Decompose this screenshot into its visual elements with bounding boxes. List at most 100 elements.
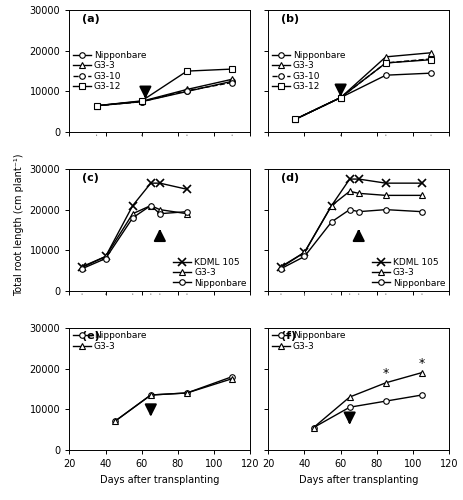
Nipponbare <box>184 390 190 396</box>
KDML 105 <box>79 264 85 270</box>
G3-3 <box>329 202 334 208</box>
G3-3 <box>383 192 388 198</box>
G3-12 <box>293 116 298 122</box>
Nipponbare <box>347 404 352 410</box>
G3-12 <box>94 102 100 108</box>
G3-3 <box>383 380 388 386</box>
G3-12 <box>428 56 434 62</box>
Line: Nipponbare: Nipponbare <box>278 207 425 272</box>
X-axis label: Days after transplanting: Days after transplanting <box>299 474 419 484</box>
Text: (f): (f) <box>281 332 296 342</box>
Nipponbare <box>148 202 154 208</box>
Nipponbare <box>130 215 136 221</box>
Nipponbare <box>293 116 298 122</box>
Nipponbare <box>184 88 190 94</box>
G3-3 <box>311 424 316 430</box>
Legend: Nipponbare, G3-3: Nipponbare, G3-3 <box>271 330 346 351</box>
Nipponbare <box>383 398 388 404</box>
Nipponbare <box>329 219 334 225</box>
Legend: KDML 105, G3-3, Nipponbare: KDML 105, G3-3, Nipponbare <box>371 257 446 288</box>
Nipponbare <box>419 208 425 214</box>
Nipponbare <box>338 94 344 100</box>
Line: G3-3: G3-3 <box>112 376 235 424</box>
KDML 105 <box>130 202 136 208</box>
G3-3 <box>148 202 154 208</box>
G3-10 <box>383 60 388 66</box>
Legend: KDML 105, G3-3, Nipponbare: KDML 105, G3-3, Nipponbare <box>172 257 248 288</box>
Legend: Nipponbare, G3-3, G3-10, G3-12: Nipponbare, G3-3, G3-10, G3-12 <box>271 50 346 92</box>
G3-3 <box>419 192 425 198</box>
Line: Nipponbare: Nipponbare <box>94 78 235 108</box>
G3-12 <box>184 68 190 74</box>
Nipponbare <box>94 102 100 108</box>
G3-3 <box>139 98 144 104</box>
X-axis label: Days after transplanting: Days after transplanting <box>100 474 219 484</box>
G3-3 <box>130 210 136 216</box>
Text: (a): (a) <box>82 14 100 24</box>
Nipponbare <box>383 206 388 212</box>
Text: (c): (c) <box>82 172 99 182</box>
Line: G3-3: G3-3 <box>278 188 425 270</box>
Line: G3-3: G3-3 <box>79 203 190 270</box>
G3-3 <box>112 418 118 424</box>
Text: (d): (d) <box>281 172 299 182</box>
G3-3 <box>184 210 190 216</box>
Nipponbare <box>157 210 163 216</box>
Line: G3-3: G3-3 <box>311 370 425 430</box>
G3-3 <box>184 86 190 92</box>
Text: (b): (b) <box>281 14 299 24</box>
Nipponbare <box>112 418 118 424</box>
Line: G3-10: G3-10 <box>94 80 235 108</box>
Nipponbare <box>229 374 235 380</box>
G3-3 <box>148 392 154 398</box>
G3-12 <box>383 60 388 66</box>
Legend: Nipponbare, G3-3, G3-10, G3-12: Nipponbare, G3-3, G3-10, G3-12 <box>72 50 147 92</box>
Line: Nipponbare: Nipponbare <box>293 70 434 122</box>
Nipponbare <box>302 254 307 260</box>
KDML 105 <box>419 180 425 186</box>
KDML 105 <box>347 176 352 182</box>
Nipponbare <box>229 78 235 84</box>
Nipponbare <box>347 206 352 212</box>
KDML 105 <box>383 180 388 186</box>
KDML 105 <box>278 264 284 270</box>
Nipponbare <box>428 70 434 76</box>
G3-3 <box>302 250 307 256</box>
Nipponbare <box>103 256 108 262</box>
G3-3 <box>356 190 362 196</box>
G3-3 <box>229 76 235 82</box>
G3-10 <box>338 94 344 100</box>
Text: *: * <box>383 368 389 380</box>
G3-3 <box>293 116 298 122</box>
Line: KDML 105: KDML 105 <box>277 175 426 271</box>
Line: G3-12: G3-12 <box>94 66 235 108</box>
G3-10 <box>184 88 190 94</box>
Text: Total root length (cm plant⁻¹): Total root length (cm plant⁻¹) <box>14 154 24 296</box>
Line: G3-3: G3-3 <box>293 50 434 122</box>
KDML 105 <box>329 202 334 208</box>
G3-12 <box>338 94 344 100</box>
KDML 105 <box>157 180 163 186</box>
Line: Nipponbare: Nipponbare <box>311 392 425 430</box>
G3-10 <box>229 80 235 86</box>
Text: *: * <box>419 357 425 370</box>
Nipponbare <box>139 98 144 104</box>
Nipponbare <box>148 392 154 398</box>
G3-3 <box>184 390 190 396</box>
KDML 105 <box>184 186 190 192</box>
Nipponbare <box>184 208 190 214</box>
KDML 105 <box>356 176 362 182</box>
G3-3 <box>383 54 388 60</box>
G3-3 <box>347 394 352 400</box>
Nipponbare <box>419 392 425 398</box>
Nipponbare <box>278 266 284 272</box>
Line: KDML 105: KDML 105 <box>78 179 191 271</box>
KDML 105 <box>302 250 307 256</box>
Line: G3-12: G3-12 <box>293 57 434 122</box>
Line: Nipponbare: Nipponbare <box>112 374 235 424</box>
Nipponbare <box>356 208 362 214</box>
Nipponbare <box>79 266 85 272</box>
G3-3 <box>338 94 344 100</box>
Text: (e): (e) <box>82 332 100 342</box>
G3-10 <box>428 56 434 62</box>
